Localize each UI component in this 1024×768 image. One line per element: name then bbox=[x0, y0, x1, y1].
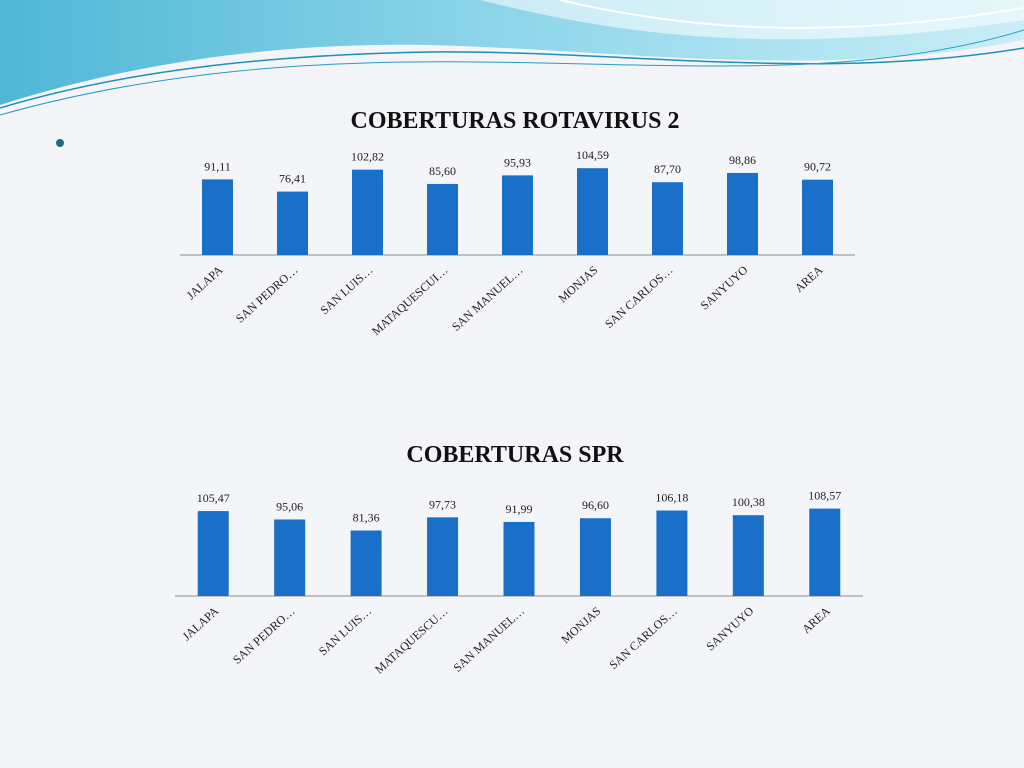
bar-chart-1: 91,11 JALAPA 76,41 SAN PEDRO… 102,82 SAN LUIS… bbox=[180, 148, 855, 338]
x-tick-label: SAN PEDRO… bbox=[233, 263, 301, 326]
bullet-dot bbox=[56, 139, 64, 147]
chart-title-rotavirus: COBERTURAS ROTAVIRUS 2 bbox=[350, 108, 680, 134]
data-label: 100,38 bbox=[732, 495, 765, 509]
x-tick-label: JALAPA bbox=[184, 263, 226, 303]
data-label: 81,36 bbox=[353, 511, 380, 525]
bar bbox=[427, 517, 459, 596]
data-label: 95,93 bbox=[504, 155, 531, 169]
bar bbox=[202, 179, 233, 255]
bar bbox=[656, 510, 688, 596]
data-label: 87,70 bbox=[654, 162, 681, 176]
bar bbox=[503, 521, 535, 596]
data-label: 95,06 bbox=[276, 499, 303, 513]
x-tick-label: SAN CARLOS… bbox=[602, 263, 676, 331]
x-tick-label: MONJAS bbox=[555, 263, 600, 306]
x-tick-label: SANYUYO bbox=[703, 604, 756, 654]
data-label: 91,99 bbox=[506, 502, 533, 516]
data-label: 102,82 bbox=[351, 150, 384, 164]
bar bbox=[732, 515, 764, 596]
bar bbox=[274, 519, 306, 596]
x-tick-label: SAN LUIS… bbox=[316, 604, 374, 658]
x-tick-label: SAN CARLOS… bbox=[606, 604, 680, 672]
x-tick-label: MATAQUESCU… bbox=[372, 604, 451, 677]
data-label: 96,60 bbox=[582, 498, 609, 512]
x-tick-label: SAN LUIS… bbox=[317, 263, 375, 317]
x-tick-label: MONJAS bbox=[558, 604, 603, 647]
header-wave-decoration bbox=[0, 0, 1024, 116]
data-label: 97,73 bbox=[429, 497, 456, 511]
bar bbox=[652, 182, 683, 255]
bar bbox=[809, 508, 841, 596]
data-label: 76,41 bbox=[279, 172, 306, 186]
x-tick-label: JALAPA bbox=[179, 604, 221, 644]
bar bbox=[352, 169, 383, 255]
data-label: 90,72 bbox=[804, 160, 831, 174]
bar-chart-2: 105,47 JALAPA 95,06 SAN PEDRO… 81,36 SAN LUIS… bbox=[175, 489, 863, 677]
data-label: 91,11 bbox=[204, 159, 231, 173]
bar bbox=[579, 518, 611, 596]
bar bbox=[277, 191, 308, 255]
x-tick-label: SAN MANUEL… bbox=[451, 604, 528, 675]
data-label: 106,18 bbox=[655, 491, 688, 505]
x-tick-label: AREA bbox=[792, 263, 826, 295]
x-tick-label: MATAQUESCUI… bbox=[369, 263, 450, 338]
bar bbox=[727, 172, 758, 255]
x-tick-label: SAN MANUEL… bbox=[449, 263, 526, 334]
bar bbox=[502, 175, 533, 255]
data-label: 108,57 bbox=[808, 489, 841, 503]
bar bbox=[577, 168, 608, 255]
x-tick-label: SAN PEDRO… bbox=[230, 604, 298, 667]
data-label: 85,60 bbox=[429, 164, 456, 178]
data-label: 98,86 bbox=[729, 153, 756, 167]
data-label: 105,47 bbox=[197, 491, 230, 505]
bar bbox=[427, 183, 458, 255]
bar bbox=[802, 179, 833, 255]
bar bbox=[197, 511, 229, 596]
x-tick-label: AREA bbox=[799, 604, 833, 636]
x-tick-label: SANYUYO bbox=[698, 263, 751, 313]
bar bbox=[350, 530, 382, 596]
chart-title-spr: COBERTURAS SPR bbox=[406, 442, 624, 468]
data-label: 104,59 bbox=[576, 148, 609, 162]
